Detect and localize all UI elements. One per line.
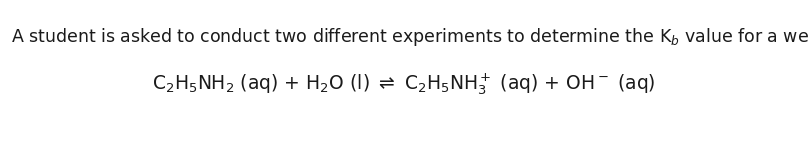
Text: A student is asked to conduct two different experiments to determine the K$_b$ v: A student is asked to conduct two differ… [11, 26, 808, 48]
Text: C$_2$H$_5$NH$_2$ (aq) + H$_2$O (l) $\rightleftharpoons$ C$_2$H$_5$NH$_3^+$ (aq) : C$_2$H$_5$NH$_2$ (aq) + H$_2$O (l) $\rig… [152, 72, 656, 98]
